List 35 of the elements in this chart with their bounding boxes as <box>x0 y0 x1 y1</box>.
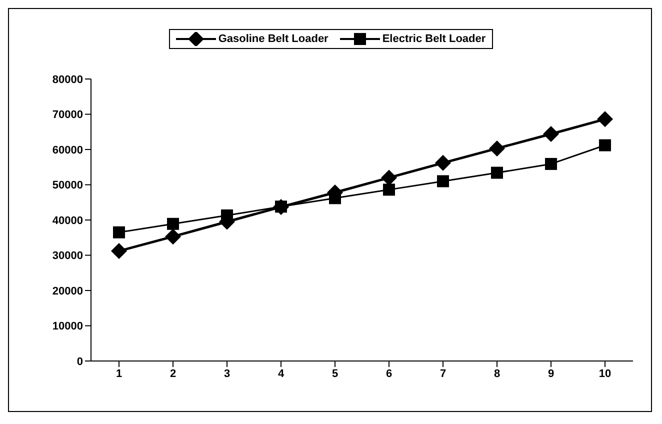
y-tick-label: 60000 <box>52 144 83 156</box>
y-tick-label: 40000 <box>52 214 83 227</box>
y-tick-label: 20000 <box>52 285 83 298</box>
legend-label: Gasoline Belt Loader <box>217 32 328 46</box>
x-tick-label: 3 <box>224 368 230 380</box>
point <box>165 228 181 245</box>
x-tick-label: 2 <box>170 368 176 380</box>
y-tick-label: 80000 <box>52 74 83 86</box>
point <box>597 111 613 128</box>
x-tick-label: 10 <box>598 368 612 380</box>
x-tick-label: 9 <box>548 368 554 380</box>
x-tick-label: 4 <box>278 368 285 380</box>
x-tick-label: 5 <box>332 368 338 380</box>
point <box>437 175 449 188</box>
point <box>111 243 127 260</box>
point <box>435 154 451 171</box>
y-tick-label: 50000 <box>52 180 83 192</box>
point <box>599 139 611 152</box>
y-tick-label: 70000 <box>52 109 83 122</box>
point <box>543 126 559 142</box>
x-tick-label: 7 <box>440 368 446 380</box>
point <box>491 166 503 179</box>
x-tick-label: 6 <box>386 368 392 380</box>
point <box>167 218 179 230</box>
y-tick-label: 30000 <box>52 250 83 262</box>
point <box>545 158 557 170</box>
point <box>381 170 397 186</box>
x-tick-label: 8 <box>494 368 500 380</box>
point <box>489 140 505 156</box>
y-tick-label: 0 <box>76 356 83 368</box>
y-tick-label: 10000 <box>52 320 83 333</box>
legend-label: Electric Belt Loader <box>381 32 486 46</box>
x-tick-label: 1 <box>116 368 122 380</box>
point <box>383 184 395 196</box>
point <box>113 226 125 238</box>
